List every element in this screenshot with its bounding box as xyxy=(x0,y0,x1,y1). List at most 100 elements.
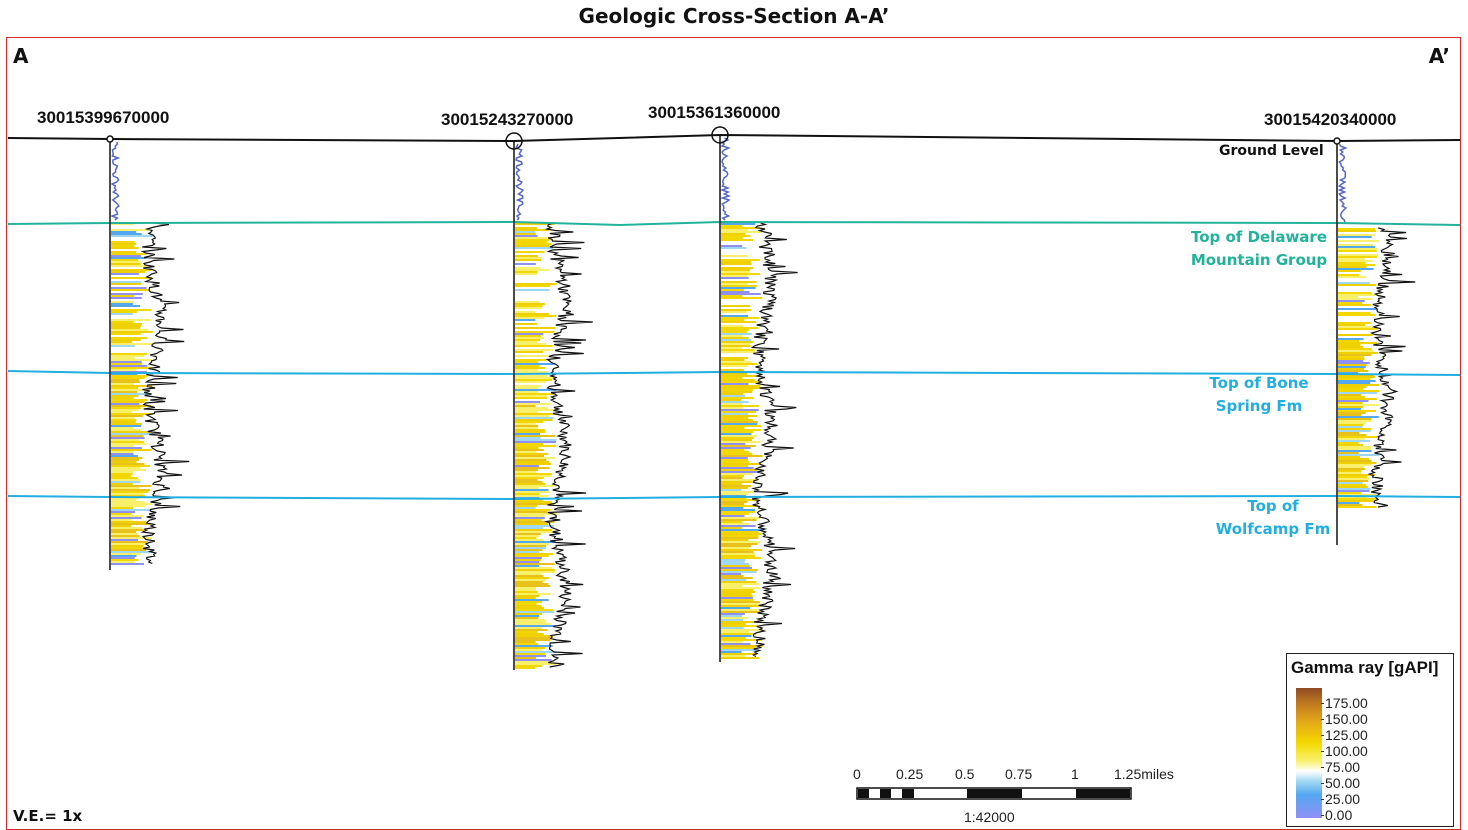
well-label-2[interactable]: 30015243270000 xyxy=(441,110,574,129)
log-fill-strip xyxy=(111,275,147,277)
log-fill-strip xyxy=(515,457,556,459)
log-fill-strip xyxy=(1338,244,1374,246)
log-fill-strip xyxy=(721,623,746,625)
log-fill-strip xyxy=(111,427,134,429)
log-fill-strip xyxy=(1338,284,1377,286)
log-fill-strip xyxy=(1338,360,1364,362)
log-fill-strip xyxy=(111,327,141,329)
log-fill-strip xyxy=(515,341,538,343)
log-fill-strip xyxy=(515,291,554,293)
log-fill-strip xyxy=(111,559,139,561)
log-fill-strip xyxy=(1338,402,1363,404)
log-fill-strip xyxy=(111,343,153,345)
log-fill-strip xyxy=(515,237,550,239)
log-fill-strip xyxy=(721,303,749,305)
log-fill-strip xyxy=(721,285,757,287)
log-fill-strip xyxy=(515,451,537,453)
log-fill-strip xyxy=(1338,488,1371,490)
log-fill-strip xyxy=(1338,420,1372,422)
log-fill-strip xyxy=(515,467,550,469)
log-fill-strip xyxy=(515,525,554,527)
log-fill-strip xyxy=(111,479,141,481)
log-fill-strip xyxy=(515,309,551,311)
well-label-1[interactable]: 30015399670000 xyxy=(37,108,170,127)
log-fill-strip xyxy=(515,289,550,291)
log-fill-strip xyxy=(111,271,146,273)
log-fill-strip xyxy=(1338,250,1377,252)
log-fill-strip xyxy=(721,305,751,307)
log-fill-strip xyxy=(1338,416,1379,418)
log-fill-strip xyxy=(1338,492,1362,494)
log-fill-strip xyxy=(721,355,754,357)
log-fill-strip xyxy=(111,403,140,405)
log-fill-strip xyxy=(515,515,545,517)
log-fill-strip xyxy=(111,295,135,297)
log-fill-strip xyxy=(1338,400,1369,402)
section-title: Geologic Cross-Section A-A’ xyxy=(578,4,890,28)
log-fill-strip xyxy=(721,295,743,297)
well-label-3[interactable]: 30015361360000 xyxy=(648,103,781,122)
log-fill-strip xyxy=(721,487,748,489)
log-fill-strip xyxy=(515,541,556,543)
log-fill-strip xyxy=(721,375,758,377)
log-fill-strip xyxy=(515,395,547,397)
log-fill-strip xyxy=(515,417,554,419)
log-fill-strip xyxy=(721,301,757,303)
log-fill-strip xyxy=(721,587,760,589)
log-fill-strip xyxy=(111,527,143,529)
log-fill-strip xyxy=(111,513,132,515)
log-fill-strip xyxy=(111,279,144,281)
well-label-4[interactable]: 30015420340000 xyxy=(1264,110,1397,129)
log-fill-strip xyxy=(721,393,744,395)
log-fill-strip xyxy=(515,475,552,477)
log-fill-strip xyxy=(721,641,744,643)
log-fill-strip xyxy=(111,511,136,513)
log-fill-strip xyxy=(515,479,538,481)
log-fill-strip xyxy=(111,339,141,341)
log-fill-strip xyxy=(721,231,763,233)
log-fill-strip xyxy=(1338,272,1368,274)
gamma-log-well-4 xyxy=(1337,143,1416,508)
log-fill-strip xyxy=(1338,248,1378,250)
log-fill-strip xyxy=(111,467,141,469)
log-fill-strip xyxy=(515,437,541,439)
log-fill-strip xyxy=(1338,398,1377,400)
log-fill-strip xyxy=(721,435,757,437)
log-fill-strip xyxy=(111,341,133,343)
log-fill-strip xyxy=(721,271,750,273)
log-fill-strip xyxy=(515,345,553,347)
log-fill-strip xyxy=(111,437,145,439)
log-fill-strip xyxy=(1338,388,1364,390)
log-fill-strip xyxy=(1338,290,1360,292)
log-fill-strip xyxy=(111,311,137,313)
log-fill-strip xyxy=(1338,316,1369,318)
log-fill-strip xyxy=(721,541,760,543)
log-fill-strip xyxy=(721,357,749,359)
log-fill-strip xyxy=(721,465,749,467)
log-fill-strip xyxy=(111,363,143,365)
log-fill-strip xyxy=(111,545,144,547)
log-fill-strip xyxy=(721,479,758,481)
log-fill-strip xyxy=(1338,430,1371,432)
log-fill-strip xyxy=(515,265,547,267)
log-fill-strip xyxy=(515,563,555,565)
log-fill-strip xyxy=(721,267,753,269)
log-fill-strip xyxy=(515,397,548,399)
log-fill-strip xyxy=(515,659,552,661)
log-fill-strip xyxy=(515,415,550,417)
legend-color-bar xyxy=(1296,688,1322,818)
shallow-log-trace xyxy=(1337,143,1348,225)
log-fill-strip xyxy=(721,579,747,581)
log-fill-strip xyxy=(721,397,754,399)
log-fill-strip xyxy=(111,517,142,519)
log-fill-strip xyxy=(111,233,142,235)
log-fill-strip xyxy=(721,315,749,317)
log-fill-strip xyxy=(721,655,746,657)
log-fill-strip xyxy=(111,225,143,227)
log-fill-strip xyxy=(721,559,746,561)
log-fill-strip xyxy=(111,519,132,521)
scale-bar xyxy=(856,787,1132,800)
log-fill-strip xyxy=(515,453,549,455)
log-fill-strip xyxy=(111,297,142,299)
log-fill-strip xyxy=(111,537,152,539)
